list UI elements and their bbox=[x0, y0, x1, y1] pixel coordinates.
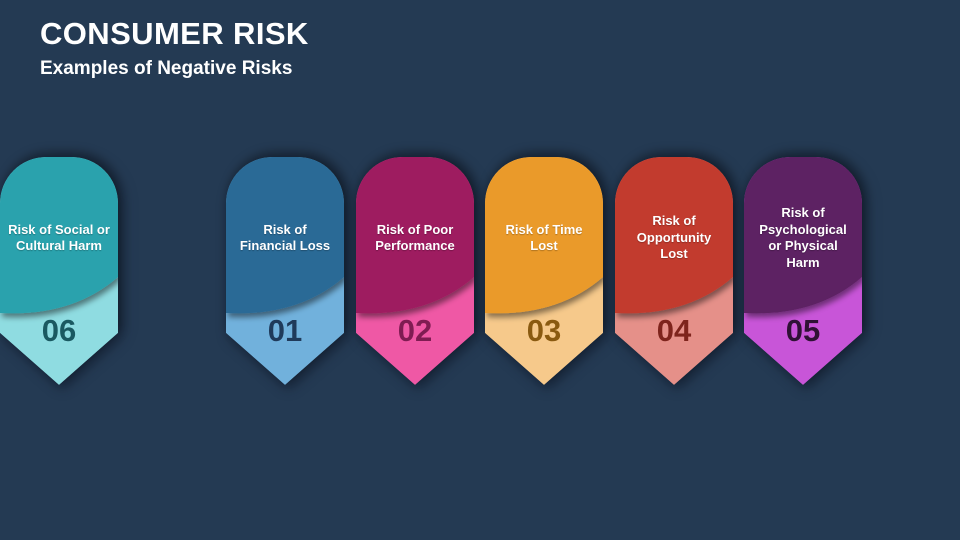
risk-card-6: Risk of Social or Cultural Harm 06 bbox=[0, 157, 118, 385]
pin-upper-shape bbox=[0, 157, 118, 314]
slide-title: CONSUMER RISK bbox=[40, 16, 309, 51]
pin-upper-shape bbox=[356, 157, 474, 314]
pin-upper-shape bbox=[744, 157, 862, 314]
risk-number: 03 bbox=[526, 313, 562, 348]
slide-subtitle: Examples of Negative Risks bbox=[40, 57, 293, 79]
risk-number: 05 bbox=[785, 313, 821, 348]
risk-label: Risk of Psychological or Physical Harm bbox=[759, 205, 847, 270]
slide-header: CONSUMER RISK Examples of Negative Risks bbox=[40, 16, 309, 80]
pin-shape-icon bbox=[744, 157, 862, 385]
risk-card-4: Risk of Opportunity Lost 04 bbox=[615, 157, 733, 385]
risk-number: 06 bbox=[41, 313, 77, 348]
risk-card-2: Risk of Poor Performance 02 bbox=[356, 157, 474, 385]
risk-card-3: Risk of Time Lost 03 bbox=[485, 157, 603, 385]
risk-card-1: Risk of Financial Loss 01 bbox=[226, 157, 344, 385]
risk-label: Risk of Poor Performance bbox=[375, 221, 455, 254]
pin-upper-shape bbox=[226, 157, 344, 314]
pin-shape-icon bbox=[226, 157, 344, 385]
pin-upper-shape bbox=[485, 157, 603, 314]
pin-shape-icon bbox=[615, 157, 733, 385]
risk-label: Risk of Time Lost bbox=[505, 221, 583, 254]
risk-label: Risk of Social or Cultural Harm bbox=[8, 221, 110, 254]
risk-card-5: Risk of Psychological or Physical Harm 0… bbox=[744, 157, 862, 385]
risk-number: 01 bbox=[267, 313, 303, 348]
pin-shape-icon bbox=[356, 157, 474, 385]
risk-number: 02 bbox=[397, 313, 433, 348]
risk-label: Risk of Financial Loss bbox=[239, 221, 331, 254]
risk-label: Risk of Opportunity Lost bbox=[636, 213, 712, 262]
pin-upper-shape bbox=[615, 157, 733, 314]
pin-shape-icon bbox=[0, 157, 118, 385]
pin-shape-icon bbox=[485, 157, 603, 385]
risk-number: 04 bbox=[656, 313, 692, 348]
